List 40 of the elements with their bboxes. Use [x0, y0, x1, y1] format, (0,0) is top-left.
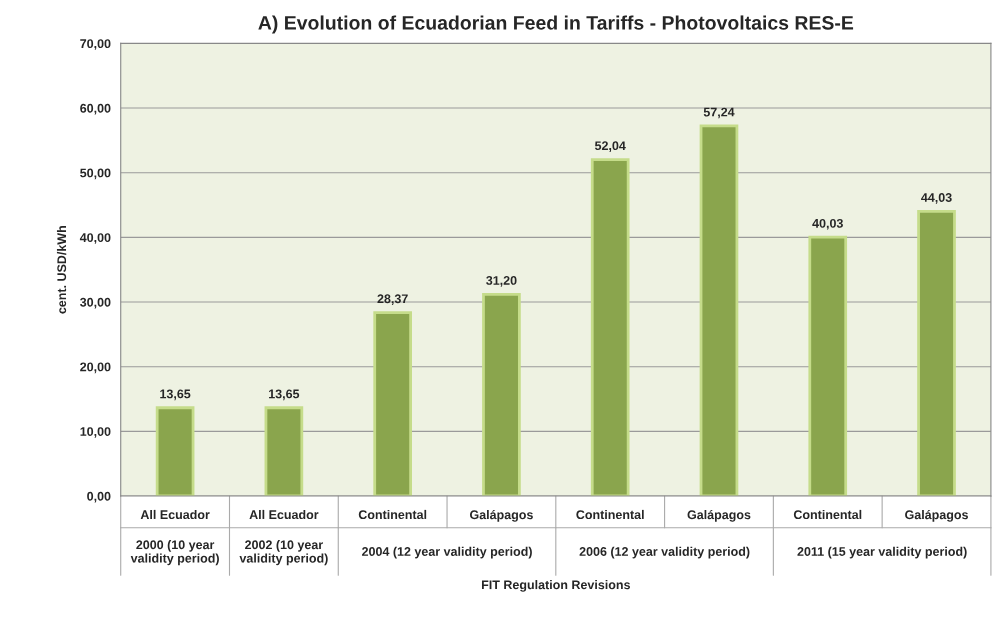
y-axis-title: cent. USD/kWh [56, 226, 67, 314]
y-tick-label: 60,00 [80, 103, 111, 115]
x-tick-label: All Ecuador [249, 509, 319, 520]
y-tick-label: 30,00 [80, 297, 111, 309]
bar [590, 158, 630, 496]
x-tick-label: Continental [793, 509, 862, 520]
text: 2011 (15 year validity period) [797, 546, 967, 559]
y-tick-label: 70,00 [80, 39, 111, 50]
bar [155, 406, 195, 496]
y-tick-label: 10,00 [80, 427, 111, 438]
data-label: 28,37 [377, 294, 408, 305]
data-label: 44,03 [921, 193, 952, 204]
x-tick-label: All Ecuador [140, 509, 210, 520]
text: 2000 (10 year validity period) [130, 540, 219, 566]
y-tick-label: 20,00 [80, 362, 111, 374]
bar [482, 292, 521, 496]
y-tick-label: 0,00 [87, 491, 111, 503]
data-label: 31,20 [486, 276, 517, 287]
data-label: 52,04 [594, 141, 626, 152]
bar [699, 124, 739, 496]
data-label: 57,24 [703, 107, 735, 119]
x-tick-label: Galápagos [687, 509, 751, 522]
bar [808, 235, 848, 496]
y-tick-label: 40,00 [79, 233, 111, 244]
text: 2006 (12 year validity period) [579, 546, 750, 559]
text: 2002 (10 year validity period) [239, 540, 328, 566]
x-tick-label: Galápagos [469, 509, 533, 522]
bar [264, 406, 304, 496]
bar [373, 311, 412, 496]
chart-title: A) Evolution of Ecuadorian Feed in Tariffs - Photovoltaics RES-E [258, 15, 854, 34]
x-tick-label: Continental [358, 509, 427, 520]
x-axis-title: FIT Regulation Revisions [482, 580, 630, 592]
data-label: 40,03 [812, 218, 843, 230]
x-tick-label: Galápagos [905, 509, 968, 522]
data-label: 13,65 [269, 389, 300, 401]
y-tick-label: 50,00 [80, 168, 111, 180]
bar [917, 209, 956, 496]
data-label: 13,65 [160, 389, 191, 401]
x-tick-label: Continental [576, 509, 644, 520]
text: 2004 (12 year validity period) [362, 546, 532, 559]
